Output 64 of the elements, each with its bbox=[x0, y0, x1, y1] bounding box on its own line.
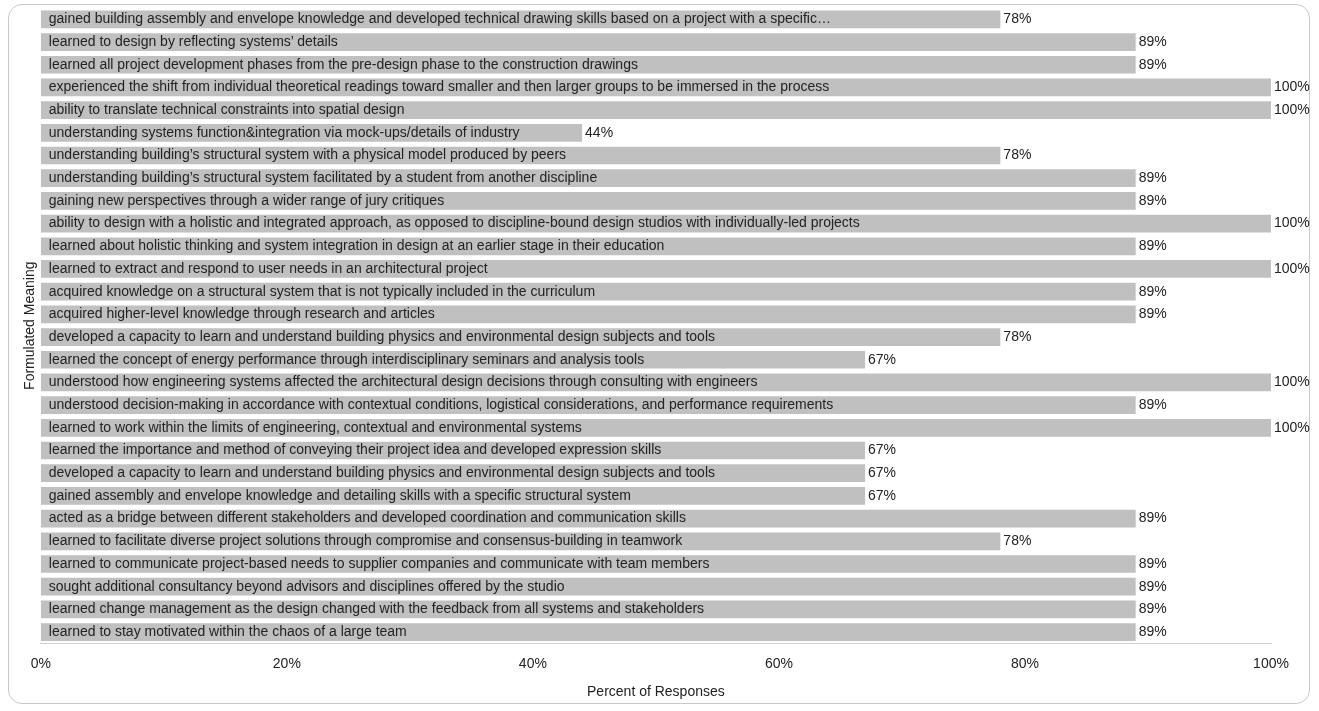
data-label: 89% bbox=[1138, 600, 1167, 617]
y-tick-label: understanding building’s structural system facilitated by a student from another discipline bbox=[48, 169, 598, 186]
y-tick-label: developed a capacity to learn and understand building physics and environmental design subjects and tools bbox=[48, 327, 716, 344]
y-tick-label: acquired higher-level knowledge through research and articles bbox=[48, 305, 435, 322]
data-label: 100% bbox=[1274, 373, 1310, 390]
data-label: 89% bbox=[1138, 509, 1167, 526]
x-tick-label: 20% bbox=[272, 654, 301, 671]
data-label: 100% bbox=[1274, 100, 1310, 117]
y-tick-label: gaining new perspectives through a wider range of jury critiques bbox=[48, 191, 445, 208]
y-tick-label: learned to facilitate diverse project solutions through compromise and consensus-building in teamwork bbox=[48, 532, 684, 549]
data-label: 89% bbox=[1138, 191, 1167, 208]
x-tick-label: 40% bbox=[518, 654, 547, 671]
y-tick-label: learned all project development phases from the pre-design phase to the construction drawings bbox=[48, 55, 638, 72]
data-label: 78% bbox=[1003, 532, 1032, 549]
data-label: 89% bbox=[1138, 577, 1167, 594]
data-label: 89% bbox=[1138, 282, 1167, 299]
data-label: 89% bbox=[1138, 32, 1167, 49]
data-label: 89% bbox=[1138, 554, 1167, 571]
y-tick-label: sought additional consultancy beyond advisors and disciplines offered by the studio bbox=[48, 577, 565, 594]
data-label: 89% bbox=[1138, 169, 1167, 186]
y-tick-label: learned to communicate project-based needs to supplier companies and communicate with team members bbox=[48, 554, 710, 571]
y-tick-label: learned the importance and method of conveying their project idea and developed expression skills bbox=[48, 441, 662, 458]
y-tick-label: understood how engineering systems affected the architectural design decisions through consulting with engineers bbox=[48, 373, 758, 390]
data-label: 44% bbox=[585, 123, 614, 140]
data-label: 67% bbox=[868, 350, 897, 367]
x-tick-label: 0% bbox=[30, 654, 51, 671]
data-label: 100% bbox=[1274, 418, 1310, 435]
y-tick-label: understanding building’s structural system with a physical model produced by peers bbox=[48, 146, 567, 163]
y-tick-label: ability to translate technical constraints into spatial design bbox=[48, 100, 405, 117]
y-tick-label: learned to work within the limits of engineering, contextual and environmental systems bbox=[48, 418, 582, 435]
data-label: 78% bbox=[1003, 327, 1032, 344]
data-label: 89% bbox=[1138, 237, 1167, 254]
y-tick-label: acted as a bridge between different stakeholders and developed coordination and communication skills bbox=[48, 509, 686, 526]
data-label: 78% bbox=[1003, 10, 1032, 27]
y-tick-label: learned change management as the design changed with the feedback from all systems and stakeholders bbox=[48, 600, 705, 617]
data-label: 89% bbox=[1138, 622, 1167, 639]
y-tick-label: learned to stay motivated within the chaos of a large team bbox=[48, 622, 407, 639]
y-tick-label: experienced the shift from individual theoretical readings toward smaller and then larger groups to be immersed in the process bbox=[48, 78, 830, 95]
y-tick-label: learned to extract and respond to user needs in an architectural project bbox=[48, 259, 488, 276]
data-label: 67% bbox=[868, 441, 897, 458]
y-tick-label: gained building assembly and envelope knowledge and developed technical drawing skills based on a project with a specific… bbox=[48, 10, 831, 27]
data-label: 89% bbox=[1138, 55, 1167, 72]
y-tick-label: gained assembly and envelope knowledge and detailing skills with a specific structural system bbox=[48, 486, 631, 503]
x-tick-label: 100% bbox=[1253, 654, 1289, 671]
data-label: 78% bbox=[1003, 146, 1032, 163]
y-tick-label: learned to design by reflecting systems’ details bbox=[48, 32, 338, 49]
data-label: 100% bbox=[1274, 259, 1310, 276]
y-tick-label: ability to design with a holistic and integrated approach, as opposed to discipline-bound design studios with individually-led projects bbox=[48, 214, 860, 231]
data-label: 89% bbox=[1138, 395, 1167, 412]
y-tick-label: understanding systems function&integration via mock-ups/details of industry bbox=[48, 123, 520, 140]
data-label: 100% bbox=[1274, 78, 1310, 95]
data-label: 89% bbox=[1138, 305, 1167, 322]
data-label: 67% bbox=[868, 464, 897, 481]
y-tick-label: learned the concept of energy performance through interdisciplinary seminars and analysis tools bbox=[48, 350, 645, 367]
x-tick-label: 80% bbox=[1010, 654, 1039, 671]
y-tick-label: learned about holistic thinking and system integration in design at an earlier stage in their education bbox=[48, 237, 665, 254]
data-label: 67% bbox=[868, 486, 897, 503]
y-tick-label: developed a capacity to learn and understand building physics and environmental design subjects and tools bbox=[48, 464, 716, 481]
y-tick-label: acquired knowledge on a structural system that is not typically included in the curriculum bbox=[48, 282, 596, 299]
data-label: 100% bbox=[1274, 214, 1310, 231]
x-axis-title: Percent of Responses bbox=[587, 683, 725, 700]
x-tick-label: 60% bbox=[764, 654, 793, 671]
y-tick-label: understood decision-making in accordance with contextual conditions, logistical considerations, and performance requirements bbox=[48, 395, 834, 412]
y-axis-title: Formulated Meaning bbox=[21, 261, 38, 390]
